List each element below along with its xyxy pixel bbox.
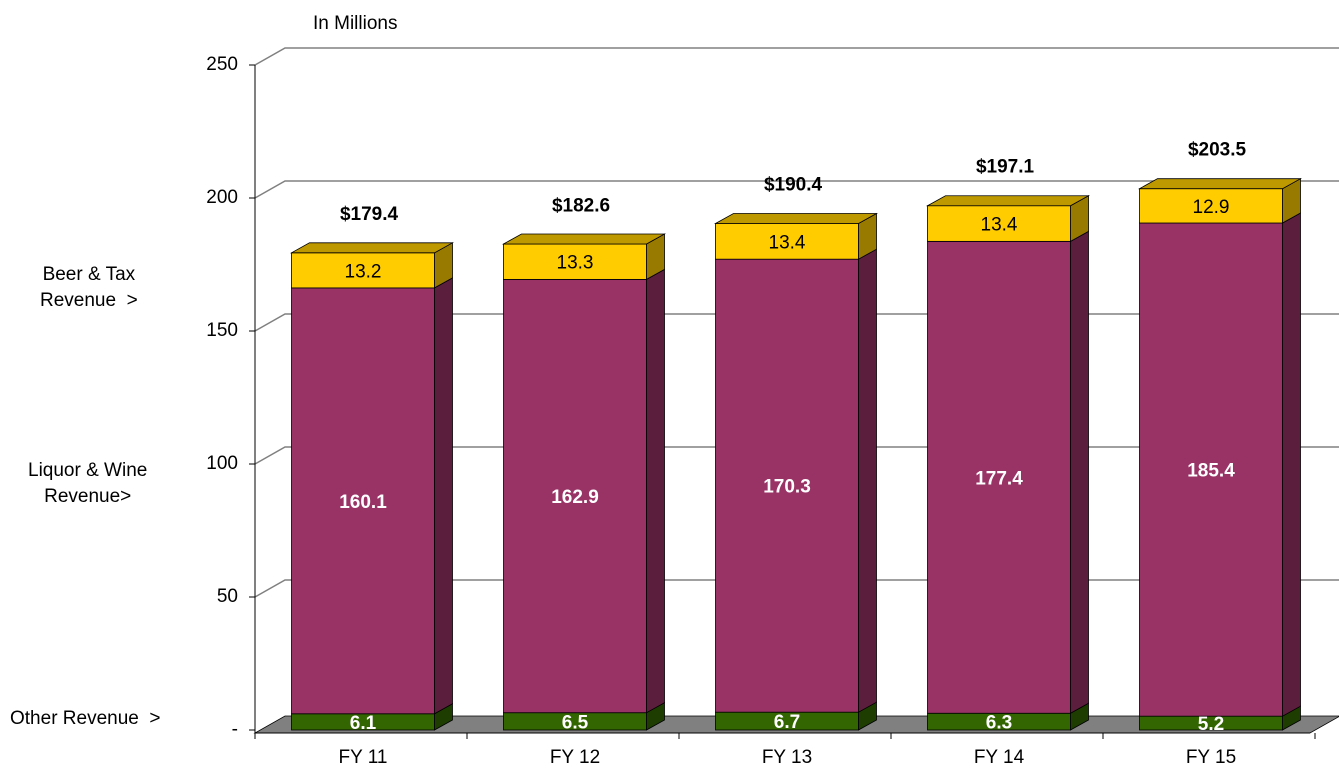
value-label: 160.1: [339, 492, 387, 513]
value-label: 6.3: [986, 713, 1012, 734]
bar-side-shade: [434, 703, 453, 730]
bar-segment: [927, 205, 1071, 242]
total-label: $203.5: [1188, 140, 1247, 161]
side-label: Liquor & Wine Revenue>: [28, 460, 148, 507]
bar-top-shade: [927, 195, 1089, 206]
side-label: Other Revenue >: [10, 708, 161, 729]
bar-segment: [503, 278, 647, 714]
bar-segment: [715, 258, 859, 713]
bar-top: [713, 213, 879, 224]
bar-segment: [1139, 188, 1283, 224]
y-tick-label: 150: [206, 320, 238, 341]
value-label: 6.7: [774, 712, 800, 733]
x-tick-label: FY 15: [1186, 747, 1236, 768]
y-tick-label: 200: [206, 187, 238, 208]
y-tick-label: 50: [217, 586, 238, 607]
bar-side-shade: [646, 269, 665, 713]
bar-top: [289, 242, 455, 254]
bar-side-shade: [646, 234, 665, 280]
total-label: $197.1: [976, 157, 1035, 178]
bar-side-shade: [434, 242, 453, 288]
bar-top: [925, 195, 1091, 207]
bar-side-shade: [1070, 195, 1089, 242]
value-label: 13.2: [345, 261, 382, 282]
x-tick-label: FY 13: [762, 747, 812, 768]
value-label: 13.3: [557, 253, 594, 274]
annotation: In Millions: [313, 13, 397, 34]
bar-segment: [291, 252, 435, 289]
bar-segment: [503, 243, 647, 280]
value-label: 5.2: [1198, 714, 1224, 735]
bar-side-shade: [1282, 706, 1301, 730]
bar-side-shade: [858, 702, 877, 730]
bar-side-shade: [1070, 703, 1089, 730]
side-label: Beer & Tax Revenue >: [40, 264, 138, 311]
bar-side-shade: [858, 249, 877, 713]
bar-side-shade: [1282, 213, 1301, 717]
value-label: 13.4: [981, 215, 1018, 236]
bar-segment: [715, 223, 859, 260]
value-label: 6.5: [562, 712, 589, 733]
bar-side-shade: [1070, 231, 1089, 714]
x-tick-label: FY 14: [974, 747, 1025, 768]
value-label: 170.3: [763, 477, 811, 498]
total-label: $182.6: [552, 195, 610, 216]
value-label: 13.4: [769, 232, 806, 253]
bar-top-shade: [291, 242, 453, 253]
total-label: $190.4: [764, 175, 823, 196]
value-label: 12.9: [1193, 197, 1230, 218]
y-tick-label: 100: [206, 453, 238, 474]
bar-side-shade: [434, 277, 453, 714]
bar-top-shade: [1139, 178, 1301, 189]
bar-top-shade: [503, 234, 665, 245]
value-label: 6.1: [350, 713, 377, 734]
value-label: 185.4: [1187, 461, 1235, 482]
grid-line: [254, 180, 1339, 199]
bar-top: [1137, 178, 1303, 190]
y-tick-label: -: [232, 719, 238, 740]
value-label: 162.9: [551, 487, 599, 508]
bar-segment: [1139, 222, 1283, 717]
bar-side-shade: [858, 213, 877, 260]
bar-top: [501, 233, 667, 245]
x-tick-label: FY 11: [339, 747, 388, 768]
bar-top-shade: [715, 213, 877, 224]
grid-line: [254, 47, 1339, 66]
y-tick-label: 250: [206, 54, 238, 75]
x-tick-label: FY 12: [550, 747, 600, 768]
bar-segment: [291, 287, 435, 715]
bar-side-shade: [1282, 178, 1301, 224]
bar-side-shade: [646, 702, 665, 730]
total-label: $179.4: [340, 204, 399, 225]
value-label: 177.4: [975, 468, 1023, 489]
